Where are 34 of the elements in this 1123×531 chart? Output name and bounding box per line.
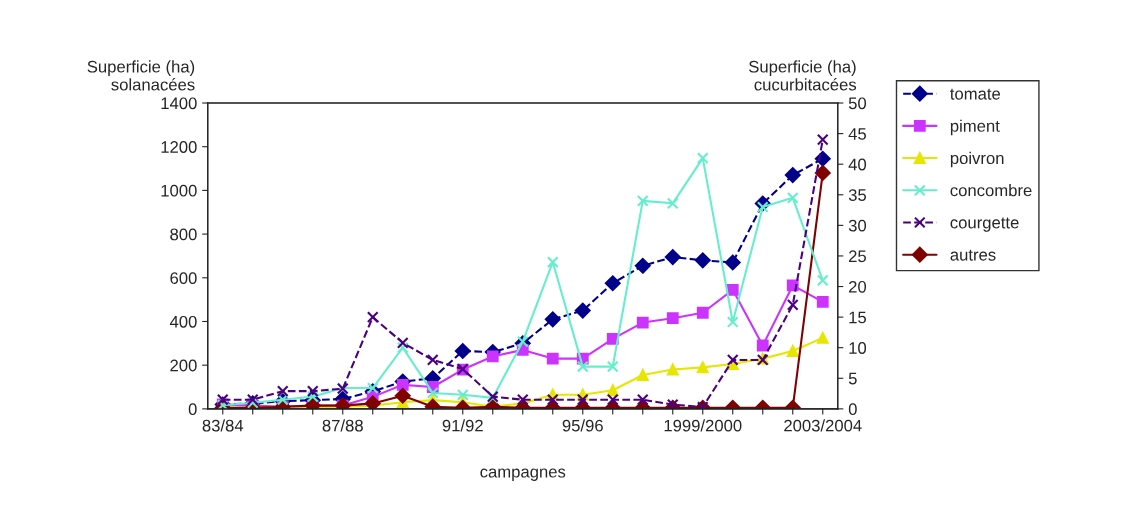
y-tick-label: 800 [170, 228, 197, 241]
x-tick-label: 91/92 [442, 419, 483, 432]
x-tick-label: 1999/2000 [664, 419, 742, 432]
x-tick-label: 95/96 [562, 419, 603, 432]
x-tick-label: 2003/2004 [784, 419, 862, 432]
x-axis-title: campagnes [480, 468, 566, 481]
y2-tick-label: 50 [848, 97, 867, 110]
y2-tick-label: 20 [849, 280, 867, 293]
y2-tick-label: 15 [849, 311, 867, 324]
legend-label: autres [950, 249, 996, 261]
y-axis-title: Superficie (ha) solanacées [87, 60, 195, 91]
y-tick-label: 200 [170, 359, 197, 372]
y2-axis-title: Superficie (ha) cucurbitacées [749, 60, 857, 91]
legend-label: courgette [950, 217, 1019, 232]
y2-tick-label: 30 [848, 219, 867, 232]
y-tick-label: 1000 [161, 184, 197, 197]
legend-label: concombre [950, 184, 1032, 197]
y2-tick-label: 10 [849, 342, 867, 354]
x-tick-label: 87/88 [322, 419, 363, 432]
y-tick-label: 400 [169, 315, 197, 328]
legend-label: poivron [950, 151, 1004, 168]
legend-label: tomate [950, 88, 1001, 100]
y-tick-label: 600 [170, 272, 197, 284]
y2-tick-label: 0 [848, 403, 857, 416]
y2-tick-label: 35 [848, 189, 867, 201]
y-tick-label: 1200 [161, 141, 197, 153]
y2-tick-label: 25 [849, 250, 867, 263]
x-tick-label: 83/84 [202, 419, 244, 432]
y2-tick-label: 5 [848, 372, 857, 385]
y2-tick-label: 40 [848, 158, 867, 171]
y-tick-label: 0 [188, 403, 197, 416]
y2-tick-label: 45 [848, 128, 867, 140]
legend-label: piment [950, 119, 1000, 136]
y-tick-label: 1400 [161, 97, 197, 110]
